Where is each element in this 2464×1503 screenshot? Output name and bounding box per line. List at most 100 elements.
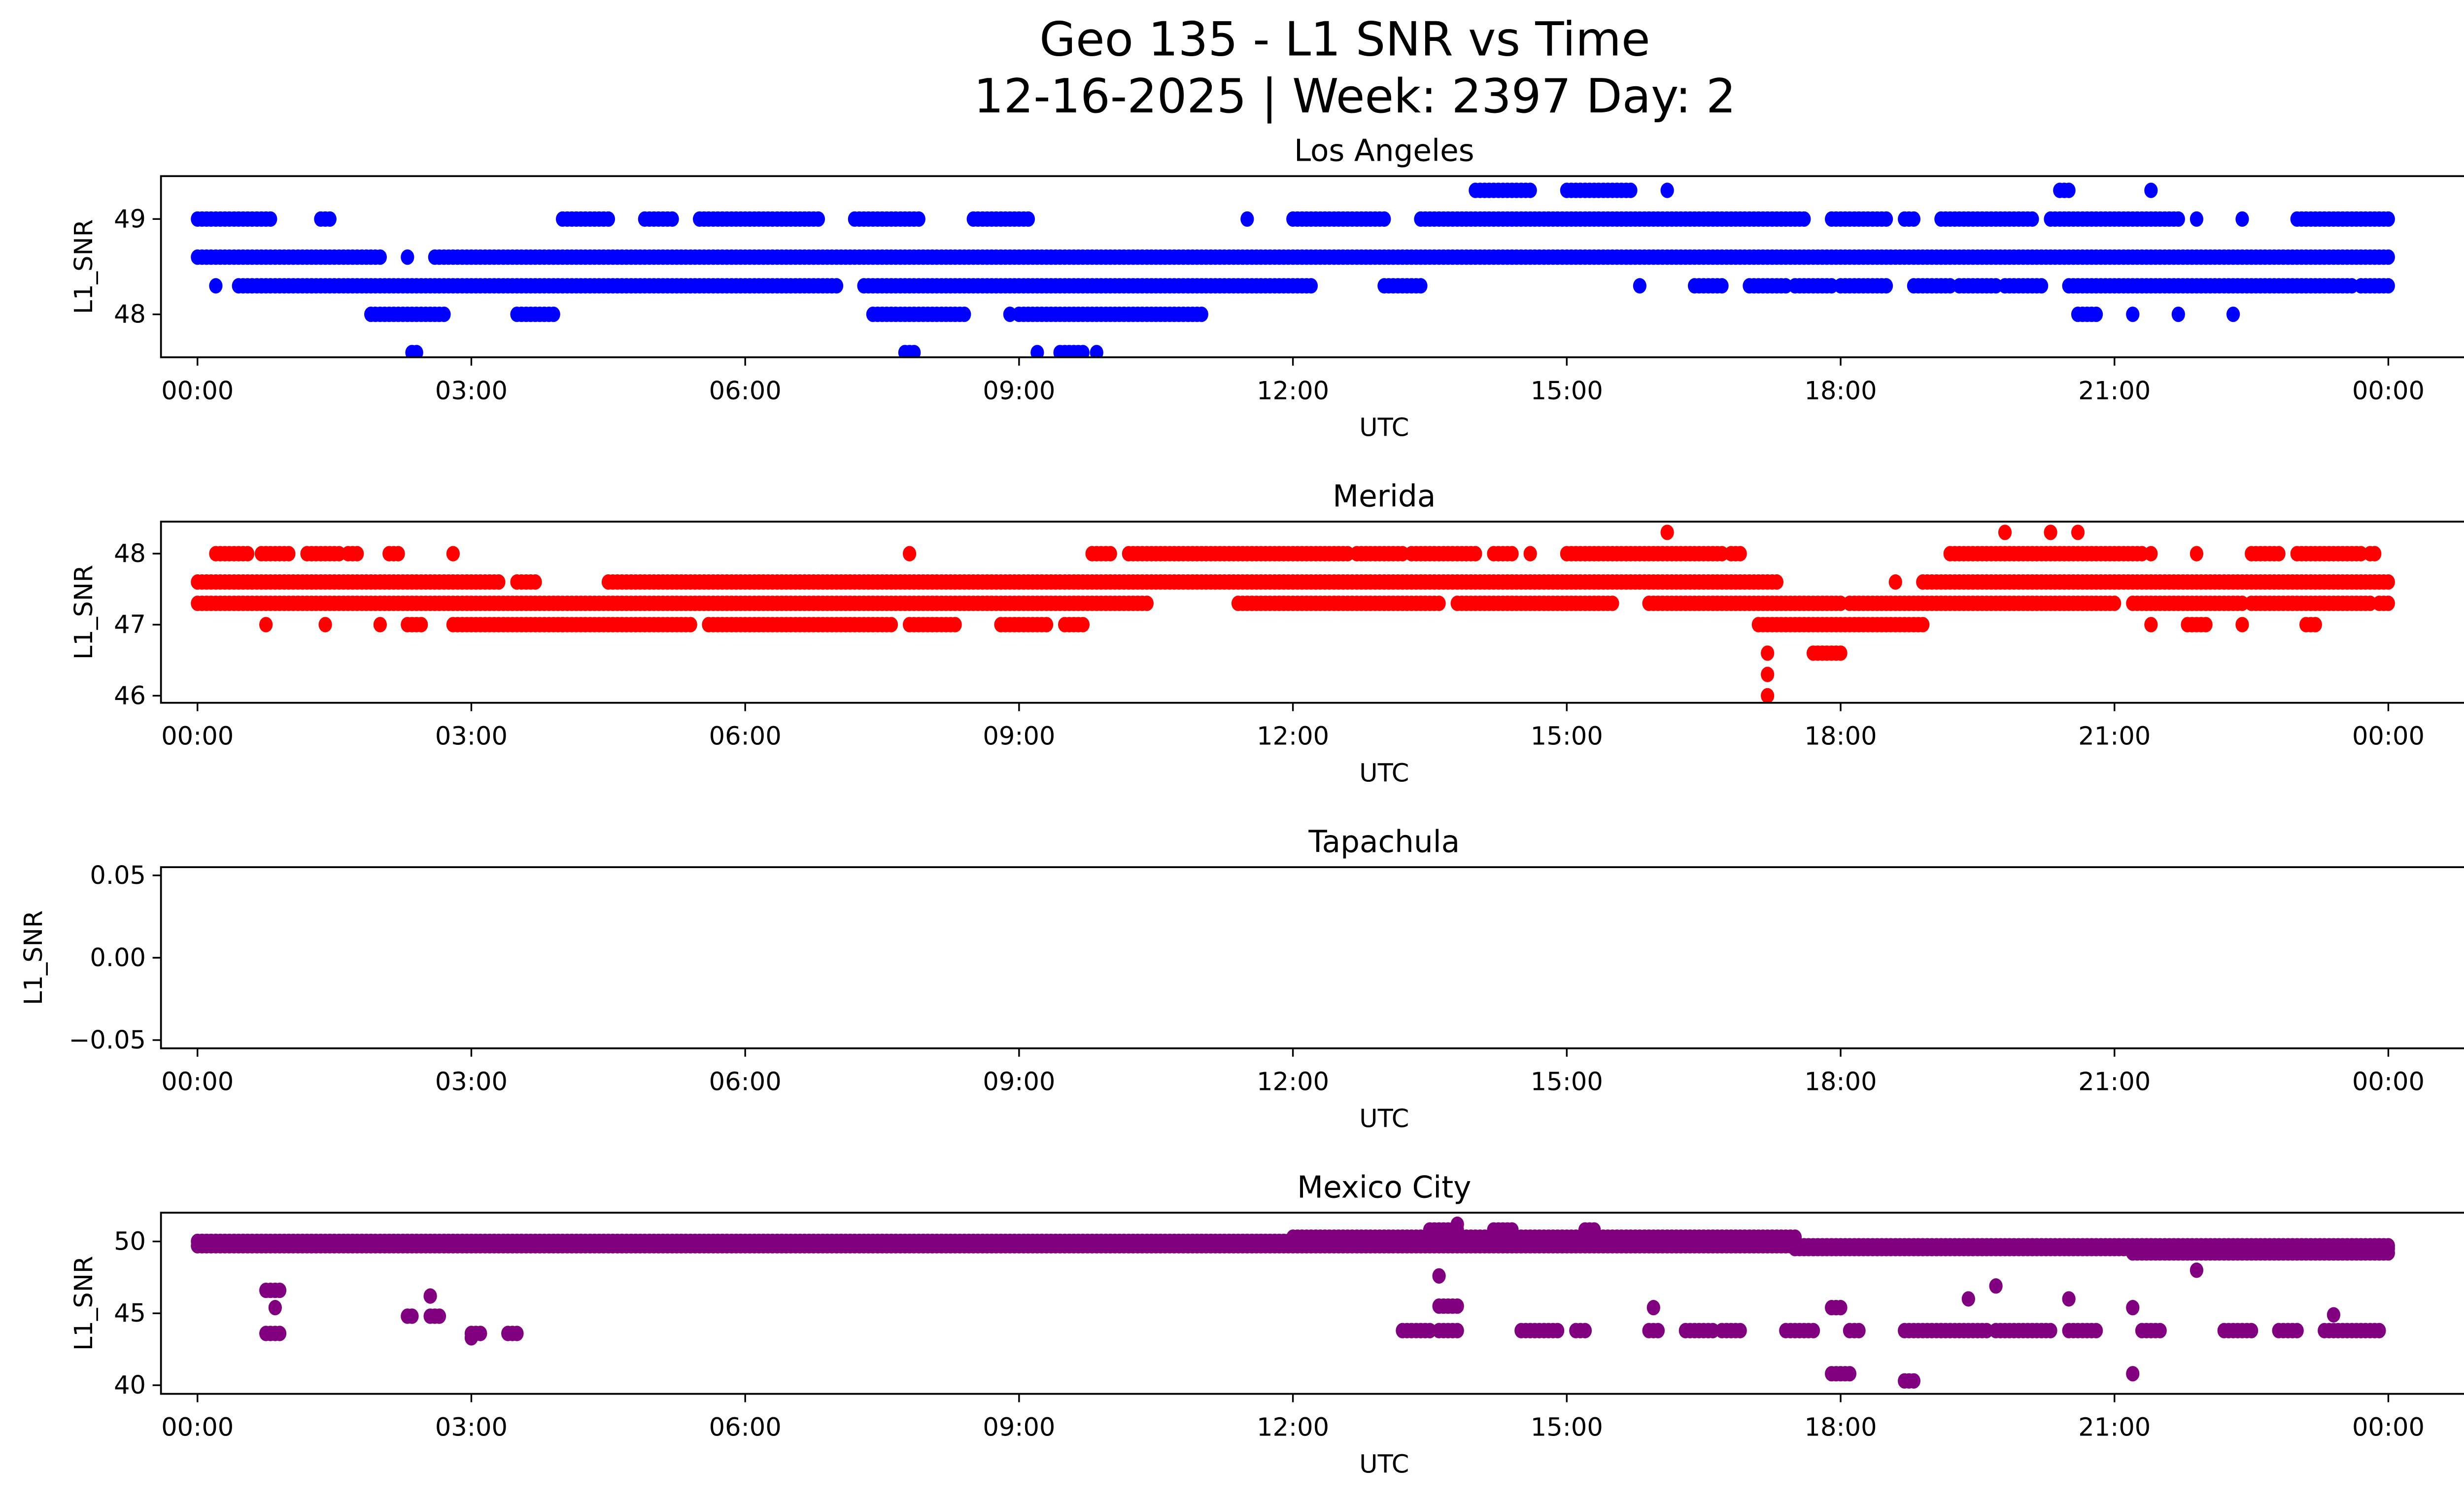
- data-point: [1843, 1366, 1857, 1382]
- data-point: [1505, 1222, 1519, 1238]
- data-point: [1916, 617, 1930, 632]
- scatter-series: [191, 1216, 2395, 1389]
- data-point: [2327, 1307, 2341, 1323]
- data-point: [1432, 1268, 1446, 1284]
- data-point: [2226, 306, 2240, 322]
- data-point: [1377, 211, 1391, 227]
- data-point: [2062, 1291, 2076, 1307]
- data-point: [2062, 182, 2076, 198]
- data-point: [273, 1326, 287, 1341]
- data-point: [2245, 1323, 2259, 1338]
- y-tick-label: 47: [114, 610, 146, 639]
- data-point: [2035, 278, 2049, 294]
- figure-title-line2: 12-16-2025 | Week: 2397 Day: 2: [974, 70, 1736, 124]
- data-point: [1578, 1323, 1592, 1338]
- data-point: [1450, 1298, 1464, 1314]
- data-point: [282, 546, 296, 561]
- data-point: [1423, 1323, 1437, 1338]
- scatter-series: [191, 182, 2395, 357]
- x-tick-label: 00:00: [161, 1413, 234, 1442]
- data-point: [1103, 546, 1117, 561]
- x-tick-label: 03:00: [435, 1413, 508, 1442]
- data-point: [401, 249, 414, 265]
- axes-frame: [160, 175, 2464, 358]
- data-point: [2190, 211, 2204, 227]
- subplot-merida: Merida 00:00 03:00 06:00 09:00 12:00 15:00 18:0…: [69, 479, 2464, 788]
- data-point: [1806, 1323, 1820, 1338]
- data-point: [2190, 1262, 2204, 1278]
- figure-title-line1: Geo 135 - L1 SNR vs Time: [1039, 12, 1650, 67]
- data-point: [1907, 211, 1920, 227]
- data-point: [1660, 182, 1674, 198]
- data-point: [1304, 278, 1318, 294]
- data-point: [1961, 1291, 1975, 1307]
- data-point: [1432, 595, 1446, 611]
- data-point: [2144, 182, 2158, 198]
- y-tick-label: 50: [114, 1227, 146, 1256]
- data-point: [273, 1282, 287, 1298]
- y-tick-label: 45: [114, 1299, 146, 1328]
- data-point: [2144, 617, 2158, 632]
- data-point: [2199, 617, 2213, 632]
- data-point: [1907, 1373, 1920, 1389]
- x-tick-label: 03:00: [435, 1068, 508, 1097]
- data-point: [1469, 546, 1482, 561]
- x-tick-label: 18:00: [1805, 722, 1877, 751]
- data-point: [912, 211, 925, 227]
- x-tick-label: 15:00: [1531, 377, 1603, 406]
- data-point: [2372, 1323, 2386, 1338]
- data-point: [1240, 211, 1254, 227]
- data-point: [2044, 524, 2057, 540]
- data-point: [1523, 546, 1537, 561]
- x-axis-label: UTC: [1359, 759, 1409, 788]
- data-point: [1879, 278, 1893, 294]
- data-point: [829, 278, 844, 294]
- x-tick-label: 00:00: [161, 377, 234, 406]
- y-axis-label: L1_SNR: [69, 565, 99, 660]
- data-point: [1090, 345, 1103, 357]
- x-tick-label: 12:00: [1257, 377, 1329, 406]
- data-point: [547, 306, 560, 322]
- x-tick-label: 12:00: [1257, 722, 1329, 751]
- data-point: [1797, 211, 1811, 227]
- x-tick-label: 15:00: [1531, 1068, 1603, 1097]
- data-point: [2308, 617, 2322, 632]
- data-point: [323, 211, 337, 227]
- x-tick-label: 00:00: [2352, 377, 2425, 406]
- data-point: [2235, 617, 2249, 632]
- data-point: [391, 546, 405, 561]
- subplot-title: Los Angeles: [1294, 134, 1474, 169]
- x-tick-label: 09:00: [983, 1413, 1055, 1442]
- data-point: [1651, 1323, 1665, 1338]
- data-point: [1030, 345, 1044, 357]
- data-point: [1195, 306, 1208, 322]
- data-point: [2368, 546, 2382, 561]
- data-point: [1834, 1300, 1848, 1316]
- data-point: [1888, 574, 1902, 590]
- x-tick-label: 18:00: [1805, 377, 1877, 406]
- x-tick-label: 21:00: [2078, 1413, 2151, 1442]
- data-point: [432, 1308, 446, 1324]
- data-point: [1715, 278, 1729, 294]
- data-point: [1140, 595, 1154, 611]
- x-tick-label: 12:00: [1257, 1413, 1329, 1442]
- x-tick-label: 12:00: [1257, 1068, 1329, 1097]
- data-point: [1834, 645, 1848, 661]
- x-tick-label: 15:00: [1531, 1413, 1603, 1442]
- axes-frame: [160, 1212, 2464, 1395]
- data-point: [2381, 278, 2395, 294]
- y-axis-label: L1_SNR: [69, 1256, 99, 1351]
- x-tick-label: 21:00: [2078, 1068, 2151, 1097]
- data-point: [907, 345, 921, 357]
- data-point: [2044, 1323, 2057, 1338]
- data-point: [884, 617, 898, 632]
- data-point: [601, 211, 616, 227]
- data-point: [2235, 211, 2249, 227]
- data-point: [264, 211, 277, 227]
- x-axis-label: UTC: [1359, 414, 1409, 443]
- data-point: [1761, 688, 1775, 703]
- y-tick-label: 48: [114, 539, 146, 568]
- data-point: [2025, 211, 2039, 227]
